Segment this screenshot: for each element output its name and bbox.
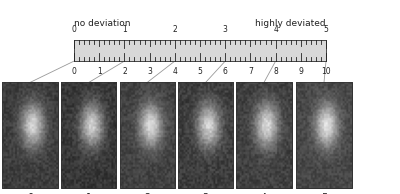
Text: 0: 0: [27, 193, 33, 194]
Bar: [120, 82, 175, 188]
Text: 6: 6: [223, 67, 228, 75]
Bar: [296, 82, 352, 188]
Text: no deviation: no deviation: [74, 19, 130, 28]
Bar: [74, 40, 326, 61]
Text: 5: 5: [324, 25, 328, 34]
Text: 8: 8: [273, 67, 278, 75]
Text: 2: 2: [172, 25, 177, 34]
Bar: [178, 82, 233, 188]
Bar: [61, 82, 116, 188]
Text: 10: 10: [321, 67, 331, 75]
Bar: [236, 82, 292, 188]
Text: 7: 7: [248, 67, 253, 75]
Text: 3: 3: [202, 193, 209, 194]
Text: 4: 4: [273, 25, 278, 34]
Text: 3: 3: [223, 25, 228, 34]
Text: 5: 5: [198, 67, 202, 75]
Text: 1: 1: [122, 25, 127, 34]
Text: 0: 0: [72, 67, 76, 75]
Bar: [2, 82, 58, 188]
Bar: [120, 82, 175, 188]
Bar: [61, 82, 116, 188]
Text: highly deviated: highly deviated: [255, 19, 326, 28]
Text: 5: 5: [321, 193, 327, 194]
Text: 0: 0: [72, 25, 76, 34]
Text: 2: 2: [122, 67, 127, 75]
Bar: [178, 82, 233, 188]
Bar: [236, 82, 292, 188]
Text: 4: 4: [261, 193, 267, 194]
Text: 4: 4: [172, 67, 177, 75]
Text: 9: 9: [298, 67, 303, 75]
Text: 1: 1: [97, 67, 102, 75]
Text: 2: 2: [144, 193, 150, 194]
Text: 1: 1: [86, 193, 92, 194]
Bar: [296, 82, 352, 188]
Text: 3: 3: [147, 67, 152, 75]
Bar: [2, 82, 58, 188]
